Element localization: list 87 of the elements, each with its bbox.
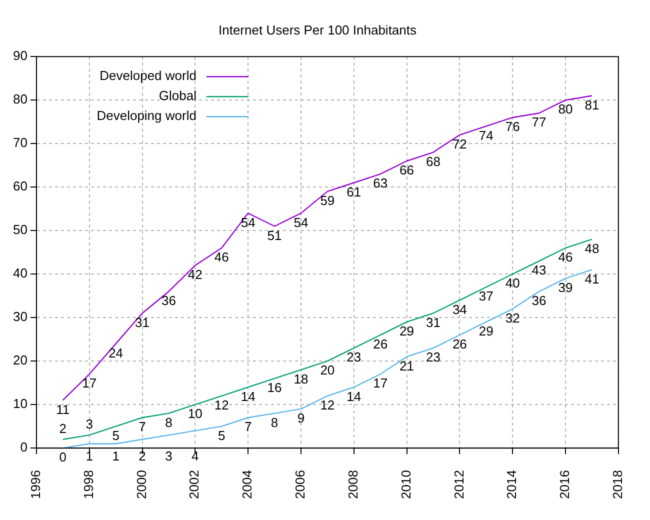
data-label: 80 — [558, 102, 573, 117]
data-label: 46 — [214, 250, 229, 265]
data-label: 36 — [532, 293, 546, 308]
data-label: 8 — [270, 414, 278, 430]
data-label: 76 — [505, 119, 520, 134]
data-label: 12 — [320, 397, 335, 412]
y-tick-label: 80 — [12, 92, 28, 107]
data-label: 66 — [400, 162, 414, 178]
data-label: 0 — [59, 450, 67, 465]
data-label: 43 — [532, 262, 546, 278]
legend-label: Developing world — [96, 108, 196, 124]
data-label: 21 — [400, 358, 414, 374]
y-tick-label: 20 — [12, 352, 28, 368]
x-tick-label: 2008 — [345, 470, 360, 499]
y-tick-label: 50 — [12, 222, 28, 238]
data-label: 23 — [346, 350, 362, 365]
y-tick-label: 40 — [12, 266, 28, 281]
data-label: 18 — [294, 371, 308, 386]
x-tick-label: 1996 — [28, 470, 44, 499]
data-label: 14 — [346, 388, 362, 404]
data-label: 26 — [373, 336, 388, 352]
data-label: 31 — [426, 314, 440, 330]
data-label: 23 — [426, 350, 440, 365]
data-label: 2 — [59, 420, 67, 436]
data-label: 31 — [135, 314, 150, 330]
y-tick-label: 60 — [12, 178, 28, 194]
data-label: 46 — [558, 250, 573, 265]
x-tick-label: 2018 — [610, 470, 625, 499]
y-tick-label: 70 — [12, 135, 28, 150]
x-tick-label: 2000 — [134, 470, 149, 499]
data-label: 7 — [138, 419, 146, 434]
data-label: 5 — [112, 428, 120, 443]
data-label: 63 — [373, 176, 388, 191]
data-label: 77 — [532, 114, 546, 130]
x-tick-label: 2004 — [240, 470, 255, 499]
x-tick-label: 2006 — [292, 470, 308, 499]
data-label: 51 — [267, 228, 282, 243]
data-label: 61 — [346, 184, 362, 200]
data-label: 81 — [584, 97, 600, 112]
data-label: 2 — [138, 448, 146, 464]
y-tick-label: 30 — [12, 309, 28, 324]
data-label: 29 — [400, 324, 414, 339]
data-label: 32 — [505, 310, 520, 326]
y-tick-label: 90 — [12, 48, 28, 64]
data-label: 20 — [320, 362, 335, 378]
y-tick-label: 10 — [12, 396, 28, 412]
data-label: 17 — [82, 376, 97, 391]
data-label: 41 — [584, 271, 600, 286]
data-label: 48 — [584, 240, 600, 256]
data-label: 74 — [478, 128, 494, 143]
x-tick-label: 2010 — [398, 470, 414, 499]
data-label: 8 — [165, 414, 172, 430]
data-label: 37 — [478, 288, 494, 304]
data-label: 54 — [294, 214, 308, 230]
legend-label: Global — [158, 88, 197, 104]
x-tick-label: 2012 — [451, 470, 466, 499]
data-label: 14 — [240, 388, 256, 404]
data-label: 26 — [452, 336, 467, 352]
legend-label: Developed world — [100, 68, 196, 84]
data-label: 42 — [188, 266, 202, 282]
data-label: 54 — [240, 214, 256, 230]
data-label: 59 — [320, 193, 335, 208]
data-label: 29 — [478, 324, 494, 339]
data-label: 3 — [86, 416, 93, 432]
data-label: 11 — [56, 402, 70, 417]
x-tick-label: 1998 — [80, 470, 96, 499]
x-tick-label: 2002 — [186, 470, 202, 499]
data-label: 40 — [505, 276, 520, 291]
data-label: 12 — [214, 397, 229, 412]
data-label: 3 — [165, 448, 172, 464]
data-label: 68 — [426, 154, 440, 169]
data-label: 5 — [218, 428, 226, 443]
y-tick-label: 0 — [20, 440, 28, 455]
data-label: 72 — [452, 136, 467, 152]
data-label: 10 — [188, 406, 202, 422]
data-label: 39 — [558, 280, 573, 296]
chart-title: Internet Users Per 100 Inhabitants — [218, 22, 417, 38]
x-tick-label: 2016 — [557, 470, 572, 499]
data-label: 16 — [267, 380, 282, 396]
data-label: 34 — [452, 302, 467, 317]
data-label: 24 — [108, 345, 124, 360]
data-label: 7 — [244, 419, 252, 434]
data-label: 1 — [112, 448, 120, 464]
x-tick-label: 2014 — [504, 470, 520, 499]
data-label: 17 — [373, 376, 388, 391]
data-label: 36 — [161, 293, 176, 308]
data-label: 9 — [297, 410, 305, 426]
